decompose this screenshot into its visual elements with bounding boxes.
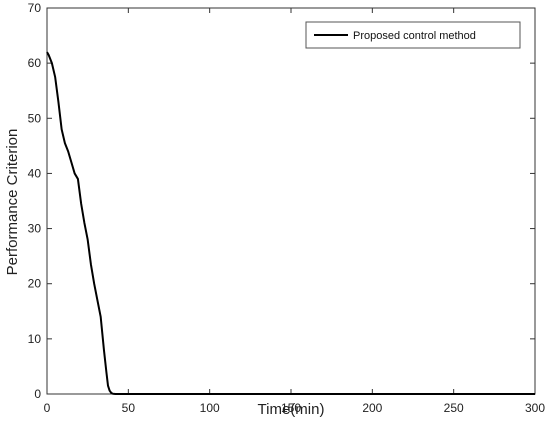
x-tick-label: 50	[122, 401, 136, 415]
plot-frame-box	[46, 7, 536, 395]
y-tick-label: 20	[28, 277, 42, 291]
x-tick-label: 300	[525, 401, 545, 415]
x-tick-label: 100	[200, 401, 220, 415]
y-tick-label: 70	[28, 1, 42, 15]
y-tick-label: 10	[28, 332, 42, 346]
x-tick-label: 250	[444, 401, 464, 415]
y-axis-label: Performance Criterion	[4, 129, 21, 276]
plot-area	[46, 7, 536, 395]
y-axis-ticks: 0 10 20 30 40 50 60 70	[28, 1, 535, 401]
x-tick-label: 200	[362, 401, 382, 415]
y-tick-label: 40	[28, 166, 42, 180]
legend: Proposed control method	[305, 21, 521, 49]
legend-label: Proposed control method	[353, 30, 476, 42]
series-line-proposed-control-method	[46, 51, 535, 395]
x-axis-ticks: 0 50 100 150 200 250 300	[44, 8, 545, 415]
x-tick-label: 0	[44, 401, 51, 415]
y-tick-label: 50	[28, 111, 42, 125]
y-tick-label: 30	[28, 222, 42, 236]
x-tick-label: 150	[281, 401, 301, 415]
y-tick-label: 60	[28, 56, 42, 70]
x-axis-label: Time(min)	[258, 401, 325, 418]
y-tick-label: 0	[34, 387, 41, 401]
series-layer	[46, 51, 535, 395]
